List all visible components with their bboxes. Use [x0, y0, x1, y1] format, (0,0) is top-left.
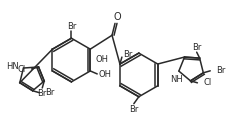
Text: Br: Br: [129, 105, 138, 114]
Text: Br: Br: [67, 22, 76, 31]
Text: HN: HN: [6, 62, 18, 70]
Text: Br: Br: [123, 50, 132, 59]
Text: O: O: [113, 12, 121, 22]
Text: NH: NH: [170, 75, 183, 84]
Text: OH: OH: [95, 55, 108, 64]
Text: Br: Br: [46, 88, 55, 97]
Text: Br: Br: [37, 89, 47, 98]
Text: OH: OH: [99, 70, 112, 79]
Text: Cl: Cl: [203, 78, 212, 87]
Text: Br: Br: [216, 66, 226, 75]
Text: Cl: Cl: [17, 65, 26, 74]
Text: Br: Br: [192, 43, 201, 52]
